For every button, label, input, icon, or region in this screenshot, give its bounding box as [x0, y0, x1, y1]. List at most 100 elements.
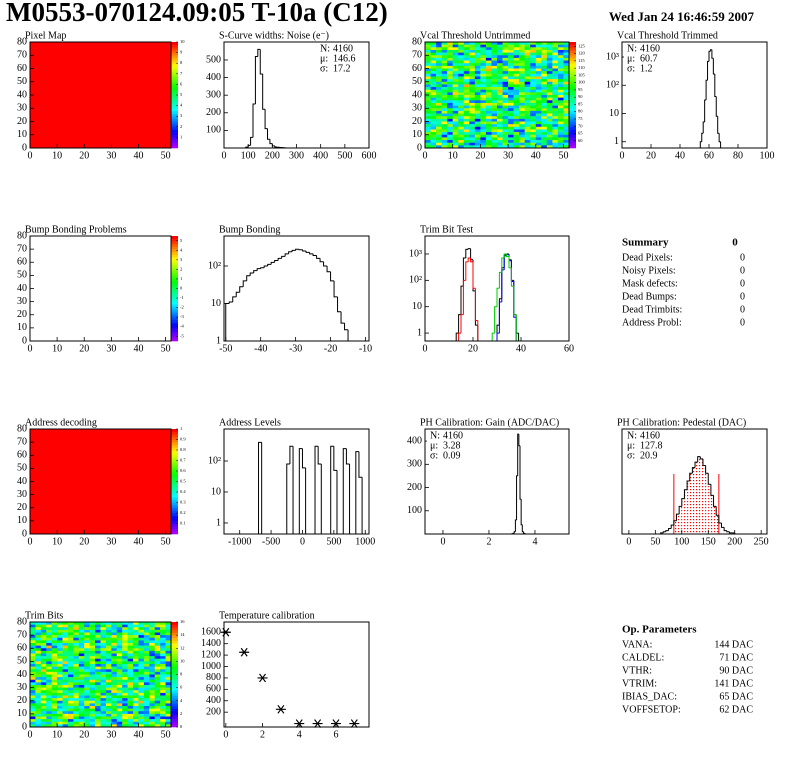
color-scale-step [171, 270, 178, 274]
heatmap-cell [485, 118, 492, 122]
heatmap-cell [105, 629, 112, 633]
summary-row-value: 0 [740, 317, 745, 328]
heatmap-cell [425, 84, 431, 88]
heatmap-cell [154, 695, 161, 699]
heatmap-cell [497, 63, 503, 67]
heatmap-cell [122, 695, 128, 699]
heatmap-cell [557, 79, 564, 83]
heatmap-cell [73, 708, 80, 712]
color-scale-step [171, 55, 178, 59]
heatmap-cell [458, 55, 465, 59]
heatmap-cell [524, 52, 531, 56]
heatmap-cell [524, 140, 531, 143]
heatmap-cell [447, 118, 453, 122]
heatmap-cell [78, 650, 85, 654]
heatmap-cell [502, 105, 509, 109]
heatmap-cell [535, 134, 542, 138]
summary-row-value: 0 [740, 278, 745, 289]
heatmap-cell [524, 65, 531, 69]
fit-fill [716, 515, 719, 534]
heatmap-cell [480, 102, 487, 106]
heatmap-cell [95, 685, 101, 688]
heatmap-cell [84, 711, 90, 715]
heatmap-cell [469, 129, 476, 133]
heatmap-cell [89, 637, 96, 641]
color-scale-step [171, 126, 178, 130]
heatmap-cell [452, 108, 459, 112]
heatmap-cell [116, 687, 123, 691]
heatmap-cell [546, 42, 553, 45]
heatmap-cell [430, 42, 437, 45]
heatmap-cell [57, 716, 63, 720]
heatmap-cell [535, 132, 542, 136]
z-tick-label: -4 [180, 324, 184, 329]
parameter-value: 141 DAC [714, 678, 753, 689]
heatmap-cell [78, 658, 85, 662]
heatmap-cell [513, 76, 520, 80]
heatmap-cell [463, 42, 470, 45]
heatmap-cell [474, 60, 481, 64]
heatmap-cell [508, 81, 514, 85]
heatmap-cell [436, 95, 442, 98]
heatmap-cell [436, 134, 442, 138]
heatmap-cell [508, 116, 514, 120]
heatmap-cell [127, 682, 134, 686]
heatmap-cell [502, 60, 509, 64]
heatmap-cell [469, 132, 476, 136]
heatmap-cell [563, 134, 570, 138]
heatmap-cell [474, 89, 481, 93]
heatmap-cell [491, 49, 498, 53]
heatmap-cell [430, 49, 437, 53]
heatmap-cell [138, 624, 145, 628]
heatmap-cell [89, 656, 96, 660]
heatmap-cell [469, 124, 476, 128]
heatmap-cell [62, 671, 69, 675]
x-tick-label: 40 [133, 343, 143, 354]
heatmap-cell [111, 674, 118, 678]
heatmap-cell [513, 110, 520, 114]
color-scale-step [171, 656, 178, 660]
heatmap-cell [563, 118, 570, 122]
heatmap-cell [513, 68, 520, 72]
color-scale-step [171, 719, 178, 723]
fit-fill [713, 506, 717, 534]
heatmap-cell [502, 95, 509, 98]
heatmap-cell [138, 632, 145, 636]
heatmap-cell [447, 113, 453, 117]
heatmap-cell [524, 116, 531, 120]
heatmap-cell [552, 134, 559, 138]
x-tick-label: 20 [468, 343, 478, 354]
heatmap-cell [30, 635, 36, 639]
heatmap-cell [485, 76, 492, 80]
color-scale-step [171, 484, 178, 488]
heatmap-cell [535, 89, 542, 93]
stats-label: μ: [627, 53, 635, 64]
color-scale-step [171, 116, 178, 120]
heatmap-cell [425, 95, 431, 98]
heatmap-cell [111, 721, 118, 725]
heatmap-cell [127, 637, 134, 641]
heatmap-cell [513, 97, 520, 101]
z-tick-label: 10 [180, 39, 185, 44]
heatmap-cell [67, 671, 74, 675]
heatmap-cell [127, 706, 134, 709]
heatmap-cell [463, 113, 470, 117]
heatmap-cell [105, 711, 112, 715]
heatmap-cell [149, 637, 156, 641]
y-tick-label: 10 [211, 298, 221, 309]
heatmap-cell [138, 703, 145, 707]
stats-value: 4160 [640, 43, 660, 54]
heatmap-cell [546, 124, 553, 128]
heatmap-cell [485, 134, 492, 138]
heatmap-cell [30, 671, 36, 675]
heatmap-cell [485, 110, 492, 114]
heatmap-cell [441, 84, 448, 88]
heatmap-cell [513, 52, 520, 56]
heatmap-cell [111, 622, 118, 625]
heatmap-cell [519, 89, 525, 93]
heatmap-cell [485, 42, 492, 45]
heatmap-cell [160, 666, 166, 670]
heatmap-cell [497, 57, 503, 61]
z-tick-label: 125 [578, 43, 586, 48]
heatmap-cell [441, 89, 448, 93]
